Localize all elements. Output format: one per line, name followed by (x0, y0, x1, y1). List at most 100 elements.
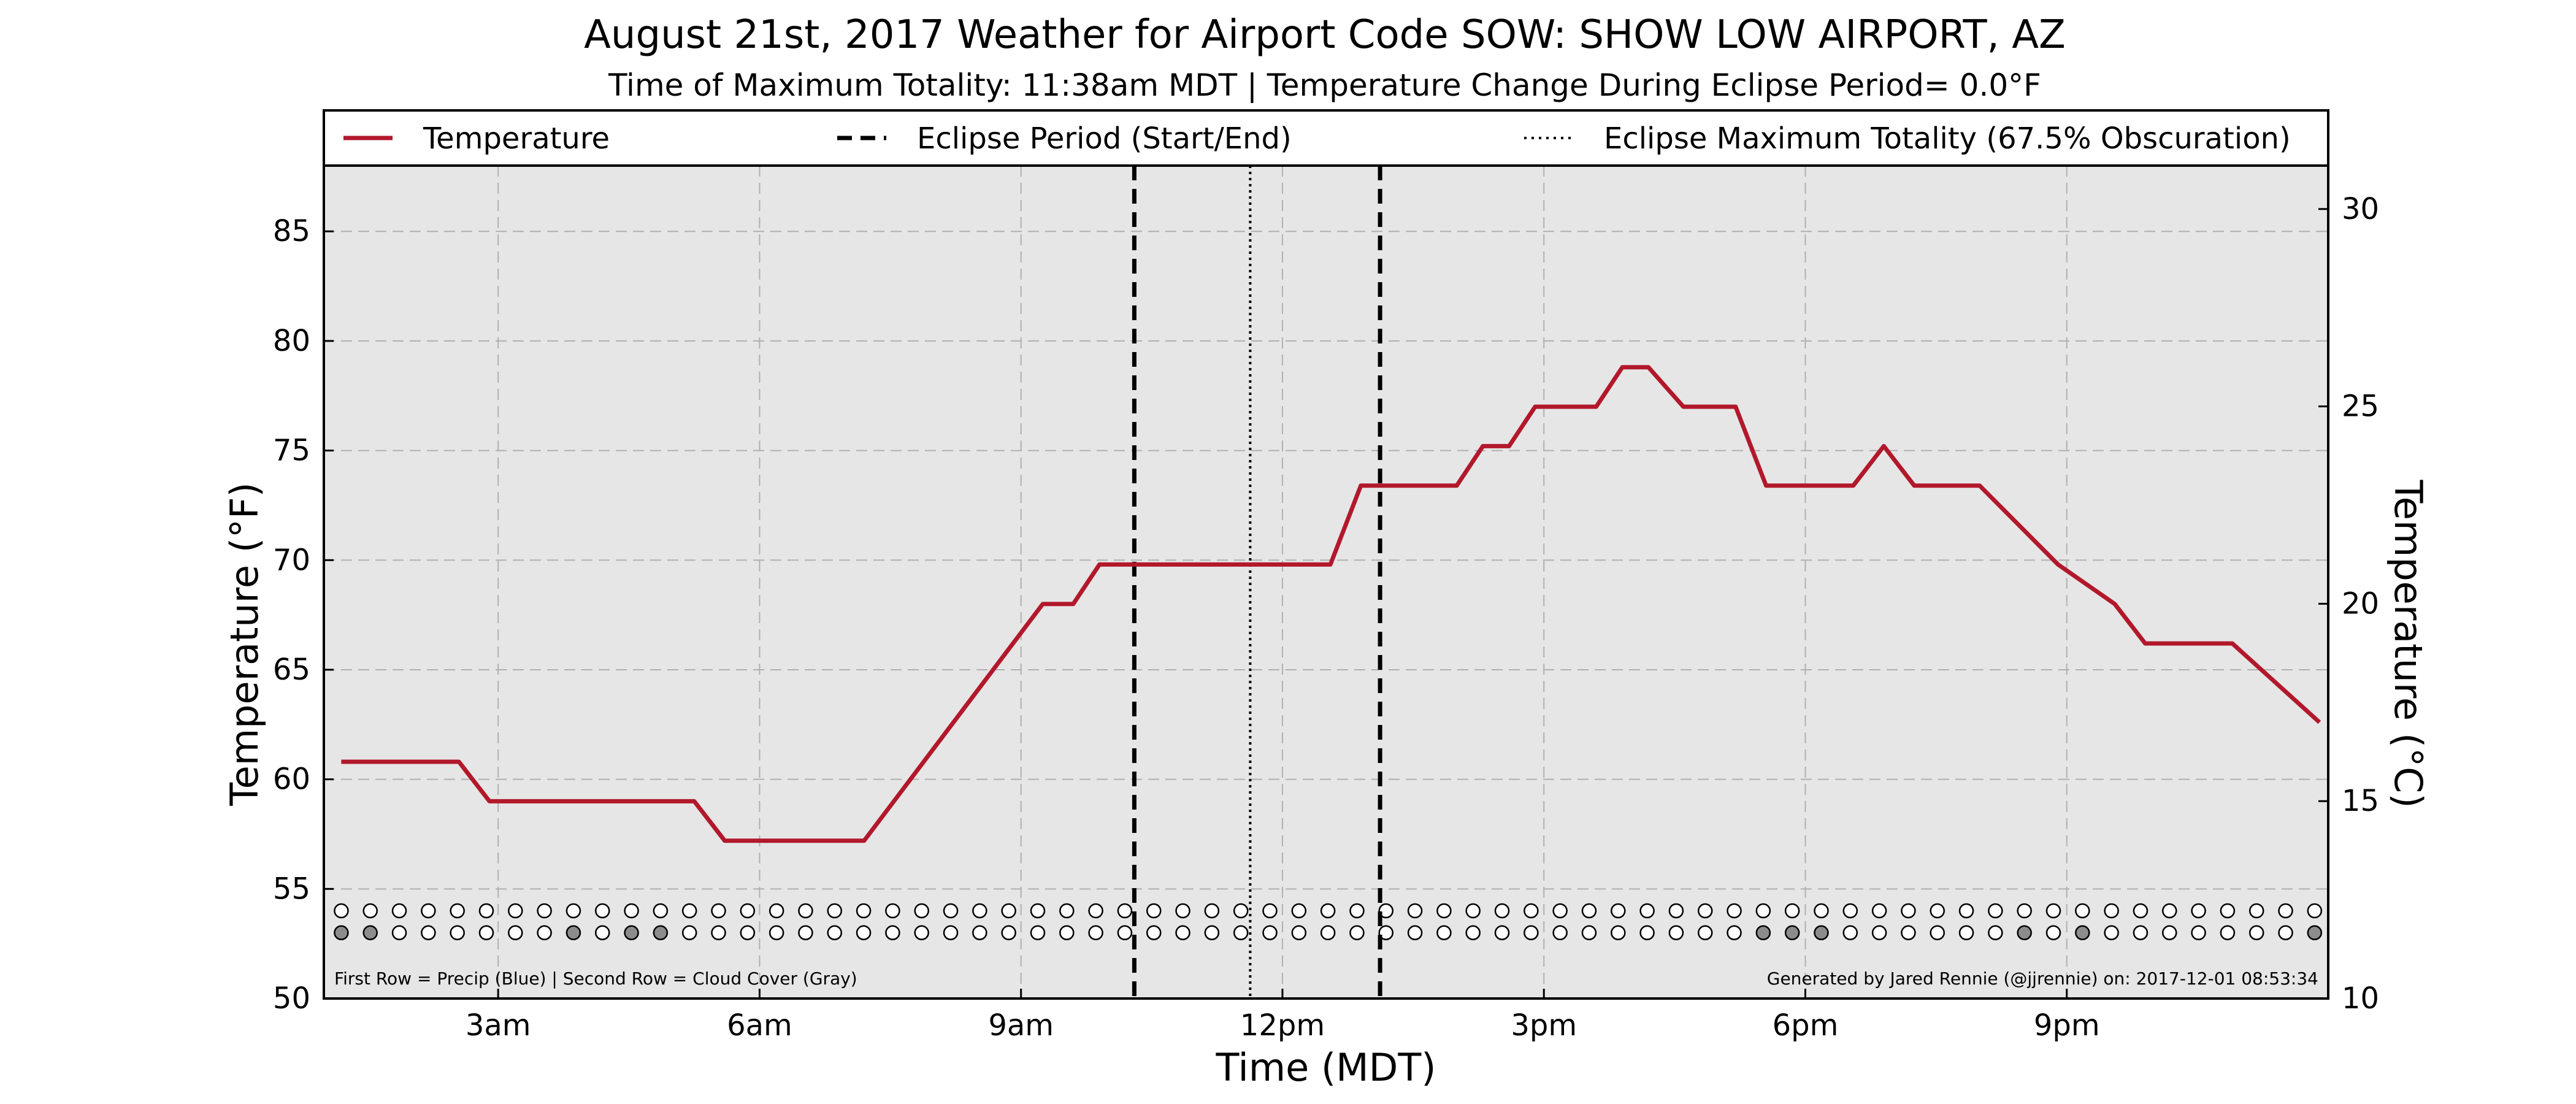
temperature-series (341, 365, 2321, 843)
x-tick-label: 3am (466, 1008, 531, 1043)
precip-dot (1611, 903, 1626, 919)
x-tick-label: 6am (727, 1008, 792, 1043)
precip-dot (1407, 903, 1423, 919)
cloud-dot (1784, 925, 1800, 941)
precip-dot (2191, 903, 2206, 919)
precip-dot (1349, 903, 1365, 919)
temperature-line (341, 365, 2321, 843)
cloud-dot (1871, 925, 1887, 941)
cloud-dot (595, 925, 610, 941)
x-axis-label: Time (MDT) (1216, 1045, 1436, 1090)
precip-dot (681, 903, 697, 919)
cloud-dot (2220, 925, 2236, 941)
cloud-dot (1842, 925, 1858, 941)
precip-dot (2133, 903, 2149, 919)
cloud-dot (943, 925, 959, 941)
cloud-dot (1175, 925, 1190, 941)
cloud-dot (740, 925, 756, 941)
y-tick-label-left: 50 (273, 981, 310, 1016)
cloud-dot (421, 925, 436, 941)
precip-dot (565, 903, 581, 919)
x-tick-label: 9am (988, 1008, 1054, 1043)
cloud-dot (1204, 925, 1220, 941)
precip-dot (1784, 903, 1800, 919)
precip-dot (798, 903, 813, 919)
cloud-dot (1901, 925, 1916, 941)
precip-dot (1552, 903, 1568, 919)
cloud-dot (827, 925, 843, 941)
cloud-dot (1668, 925, 1684, 941)
cloud-dot (2104, 925, 2119, 941)
precip-dot (740, 903, 756, 919)
cloud-dot (1581, 925, 1597, 941)
precip-dot (2278, 903, 2293, 919)
precip-dot (1755, 903, 1771, 919)
cloud-dot (681, 925, 697, 941)
chart-title: August 21st, 2017 Weather for Airport Co… (584, 12, 2066, 58)
precip-dot (972, 903, 987, 919)
precip-dot (1727, 903, 1742, 919)
cloud-dot (1755, 925, 1771, 941)
cloud-dot (391, 925, 407, 941)
cloud-dot (2278, 925, 2293, 941)
cloud-dot (1639, 925, 1655, 941)
precip-dot (1088, 903, 1103, 919)
cloud-dot (450, 925, 465, 941)
cloud-dot (711, 925, 726, 941)
precip-cloud-dots (334, 903, 2323, 941)
precip-dot (1291, 903, 1307, 919)
cloud-dot (2075, 925, 2090, 941)
y-tick-label-left: 70 (273, 543, 310, 577)
cloud-dot (798, 925, 813, 941)
precip-dot (1988, 903, 2003, 919)
cloud-dot (1117, 925, 1133, 941)
cloud-dot (1378, 925, 1394, 941)
precip-dot (1175, 903, 1190, 919)
cloud-dot (2045, 925, 2061, 941)
cloud-dot (362, 925, 378, 941)
x-tick-label: 3pm (1511, 1008, 1577, 1043)
cloud-dot (1988, 925, 2003, 941)
precip-dot (1378, 903, 1394, 919)
y-tick-label-right: 15 (2342, 784, 2379, 818)
precip-dot (1581, 903, 1597, 919)
cloud-dot (537, 925, 552, 941)
precip-dot (827, 903, 843, 919)
y-tick-label-right: 25 (2342, 389, 2379, 424)
legend-label: Temperature (423, 121, 610, 156)
precip-dot (1436, 903, 1452, 919)
precip-dot (1668, 903, 1684, 919)
precip-dot (1842, 903, 1858, 919)
precip-dot (1030, 903, 1046, 919)
y-tick-label-left: 75 (273, 434, 310, 468)
precip-dot (1814, 903, 1829, 919)
legend-label: Eclipse Maximum Totality (67.5% Obscurat… (1604, 121, 2291, 156)
cloud-dot (856, 925, 872, 941)
legend-label: Eclipse Period (Start/End) (917, 121, 1292, 156)
cloud-dot (1349, 925, 1365, 941)
y-tick-label-left: 65 (273, 653, 310, 687)
y-tick-label-left: 55 (273, 872, 310, 906)
precip-dot (653, 903, 669, 919)
precip-dot (2162, 903, 2177, 919)
y-tick-label-right: 10 (2342, 981, 2379, 1016)
precip-dot (362, 903, 378, 919)
precip-dot (2075, 903, 2090, 919)
cloud-dot (508, 925, 523, 941)
precip-dot (2307, 903, 2323, 919)
cloud-dot (1465, 925, 1481, 941)
cloud-dot (1930, 925, 1945, 941)
precip-dot (334, 903, 349, 919)
cloud-dot (1146, 925, 1162, 941)
precip-dot (1697, 903, 1713, 919)
precip-dot (1494, 903, 1510, 919)
axes: 50 55 60 65 70 75 80 85 3am 6am 9am 12pm 3pm 6pm 9pm 10… (273, 192, 2379, 1043)
precip-dot (478, 903, 494, 919)
precip-dot (1204, 903, 1220, 919)
cloud-dot (565, 925, 581, 941)
precip-dot (1930, 903, 1945, 919)
cloud-dot (1291, 925, 1307, 941)
precip-dot (769, 903, 784, 919)
cloud-dot (2307, 925, 2323, 941)
